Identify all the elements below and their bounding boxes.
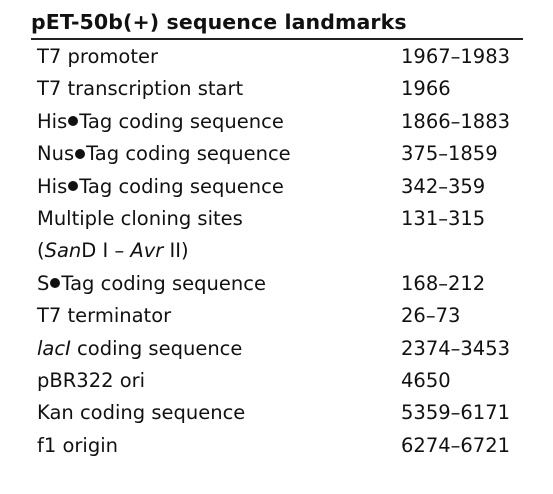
enzyme-avr: Avr bbox=[130, 238, 164, 262]
table-row-t7-promoter: T7 promoter 1967–1983 bbox=[31, 41, 523, 73]
feature-position: 4650 bbox=[401, 368, 451, 392]
feature-name: Kan coding sequence bbox=[37, 401, 246, 425]
feature-name: Multiple cloning sites (SanD I – Avr II) bbox=[37, 203, 243, 267]
feature-position: 26–73 bbox=[401, 304, 461, 328]
feature-name: T7 transcription start bbox=[37, 77, 244, 101]
bullet-dot-icon bbox=[75, 148, 86, 159]
table-row-laci: lacI coding sequence 2374–3453 bbox=[31, 333, 523, 365]
feature-position: 1967–1983 bbox=[401, 45, 511, 68]
table-row-f1-origin: f1 origin 6274–6721 bbox=[31, 430, 523, 462]
feature-name: His Tag coding sequence bbox=[37, 171, 284, 203]
bullet-dot-icon bbox=[50, 278, 61, 289]
enzyme-san: San bbox=[44, 238, 82, 262]
feature-position: 342–359 bbox=[401, 174, 486, 198]
feature-name: pBR322 ori bbox=[37, 368, 146, 392]
feature-name-suffix: coding sequence bbox=[70, 336, 243, 360]
table-body: T7 promoter 1967–1983 T7 transcription s… bbox=[31, 40, 523, 462]
feature-name: lacI coding sequence bbox=[37, 333, 242, 365]
feature-position: 2374–3453 bbox=[401, 336, 511, 360]
table-row-kan: Kan coding sequence 5359–6171 bbox=[31, 397, 523, 429]
feature-name-suffix: Tag coding sequence bbox=[61, 271, 266, 295]
feature-name: His Tag coding sequence bbox=[37, 106, 284, 138]
feature-name-suffix: Tag coding sequence bbox=[86, 142, 291, 166]
table-row-s-tag: S Tag coding sequence 168–212 bbox=[31, 268, 523, 300]
feature-name-prefix: S bbox=[37, 271, 50, 295]
feature-name-prefix: His bbox=[37, 109, 68, 133]
feature-name-prefix: Nus bbox=[37, 142, 75, 166]
table-row-his-tag-2: His Tag coding sequence 342–359 bbox=[31, 171, 523, 203]
feature-position: 131–315 bbox=[401, 206, 486, 230]
sequence-landmarks-table: pET-50b(+) sequence landmarks T7 promote… bbox=[31, 8, 523, 462]
bullet-dot-icon bbox=[68, 116, 79, 127]
feature-name-prefix: His bbox=[37, 174, 68, 198]
table-row-t7-terminator: T7 terminator 26–73 bbox=[31, 300, 523, 332]
enzyme-separator: D I – bbox=[81, 238, 131, 262]
table-row-multiple-cloning-sites: Multiple cloning sites (SanD I – Avr II)… bbox=[31, 203, 523, 268]
feature-name: T7 terminator bbox=[37, 304, 172, 328]
table-row-t7-transcription-start: T7 transcription start 1966 bbox=[31, 73, 523, 105]
feature-name: f1 origin bbox=[37, 433, 118, 457]
feature-name-suffix: Tag coding sequence bbox=[79, 109, 284, 133]
feature-name-line1: Multiple cloning sites bbox=[37, 206, 243, 230]
feature-position: 6274–6721 bbox=[401, 433, 511, 457]
table-row-his-tag-1: His Tag coding sequence 1866–1883 bbox=[31, 106, 523, 138]
table-row-pbr322-ori: pBR322 ori 4650 bbox=[31, 365, 523, 397]
feature-name-suffix: Tag coding sequence bbox=[79, 174, 284, 198]
feature-name: T7 promoter bbox=[37, 45, 158, 68]
feature-position: 5359–6171 bbox=[401, 401, 511, 425]
feature-position: 168–212 bbox=[401, 271, 486, 295]
bullet-dot-icon bbox=[68, 181, 79, 192]
table-row-nus-tag: Nus Tag coding sequence 375–1859 bbox=[31, 138, 523, 170]
feature-name: Nus Tag coding sequence bbox=[37, 138, 291, 170]
gene-name-laci: lacI bbox=[37, 336, 71, 360]
paren-open: ( bbox=[37, 238, 45, 262]
feature-position: 1966 bbox=[401, 77, 451, 101]
feature-name: S Tag coding sequence bbox=[37, 268, 266, 300]
header-rule bbox=[31, 38, 523, 40]
table-title: pET-50b(+) sequence landmarks bbox=[31, 10, 407, 34]
paren-close: II) bbox=[163, 238, 189, 262]
feature-position: 1866–1883 bbox=[401, 109, 511, 133]
feature-name-line2: (SanD I – Avr II) bbox=[37, 235, 243, 267]
feature-position: 375–1859 bbox=[401, 142, 498, 166]
